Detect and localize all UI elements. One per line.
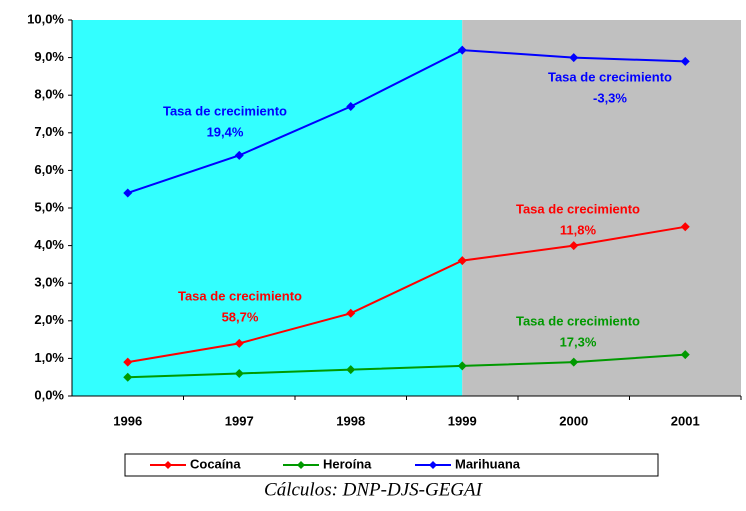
data-point bbox=[123, 188, 133, 198]
data-point bbox=[346, 365, 356, 375]
data-point bbox=[569, 357, 579, 367]
legend-label: Marihuana bbox=[455, 456, 521, 471]
legend-label: Cocaína bbox=[190, 456, 241, 471]
annotation-rate: 17,3% bbox=[560, 334, 597, 349]
data-point bbox=[457, 361, 467, 371]
y-tick-label: 3,0% bbox=[34, 275, 64, 290]
data-point bbox=[569, 53, 579, 63]
data-point bbox=[680, 350, 690, 360]
data-point bbox=[680, 56, 690, 66]
y-tick-label: 10,0% bbox=[27, 11, 64, 26]
annotation: Tasa de crecimiento bbox=[516, 201, 640, 216]
y-tick-label: 8,0% bbox=[34, 87, 64, 102]
y-tick-label: 1,0% bbox=[34, 350, 64, 365]
x-tick-label: 2001 bbox=[671, 413, 700, 428]
data-point bbox=[569, 241, 579, 251]
data-point bbox=[457, 45, 467, 55]
annotation-rate: 19,4% bbox=[207, 124, 244, 139]
y-tick-label: 9,0% bbox=[34, 49, 64, 64]
y-tick-label: 7,0% bbox=[34, 124, 64, 139]
series-line bbox=[127, 49, 686, 194]
period-background bbox=[462, 20, 741, 396]
x-tick-label: 1998 bbox=[336, 413, 365, 428]
annotation: Tasa de crecimiento bbox=[548, 69, 672, 84]
legend-marker bbox=[429, 461, 437, 469]
x-tick-label: 1996 bbox=[113, 413, 142, 428]
data-point bbox=[123, 372, 133, 382]
y-tick-label: 2,0% bbox=[34, 312, 64, 327]
data-point bbox=[234, 368, 244, 378]
annotation-rate: -3,3% bbox=[593, 90, 627, 105]
legend-label: Heroína bbox=[323, 456, 372, 471]
data-point bbox=[234, 150, 244, 160]
y-tick-label: 4,0% bbox=[34, 237, 64, 252]
period-background bbox=[72, 20, 463, 396]
data-point bbox=[346, 101, 356, 111]
x-tick-label: 1999 bbox=[448, 413, 477, 428]
legend-marker bbox=[164, 461, 172, 469]
x-tick-label: 1997 bbox=[225, 413, 254, 428]
y-tick-label: 5,0% bbox=[34, 199, 64, 214]
data-point bbox=[457, 256, 467, 266]
data-point bbox=[123, 357, 133, 367]
annotation-rate: 58,7% bbox=[222, 309, 259, 324]
annotation-rate: 11,8% bbox=[560, 222, 597, 237]
legend-marker bbox=[297, 461, 305, 469]
legend-box bbox=[124, 453, 659, 477]
data-point bbox=[234, 338, 244, 348]
series-line bbox=[127, 353, 686, 379]
data-point bbox=[346, 308, 356, 318]
y-tick-label: 0,0% bbox=[34, 387, 64, 402]
annotation: Tasa de crecimiento bbox=[178, 288, 302, 303]
legend: Cocaína Heroína Marihuana bbox=[124, 453, 659, 477]
annotation: Tasa de crecimiento bbox=[516, 313, 640, 328]
y-tick-label: 6,0% bbox=[34, 162, 64, 177]
source-note: Cálculos: DNP-DJS-GEGAI bbox=[264, 479, 484, 500]
series-line bbox=[127, 225, 686, 364]
data-point bbox=[680, 222, 690, 232]
annotation: Tasa de crecimiento bbox=[163, 103, 287, 118]
x-tick-label: 2000 bbox=[559, 413, 588, 428]
